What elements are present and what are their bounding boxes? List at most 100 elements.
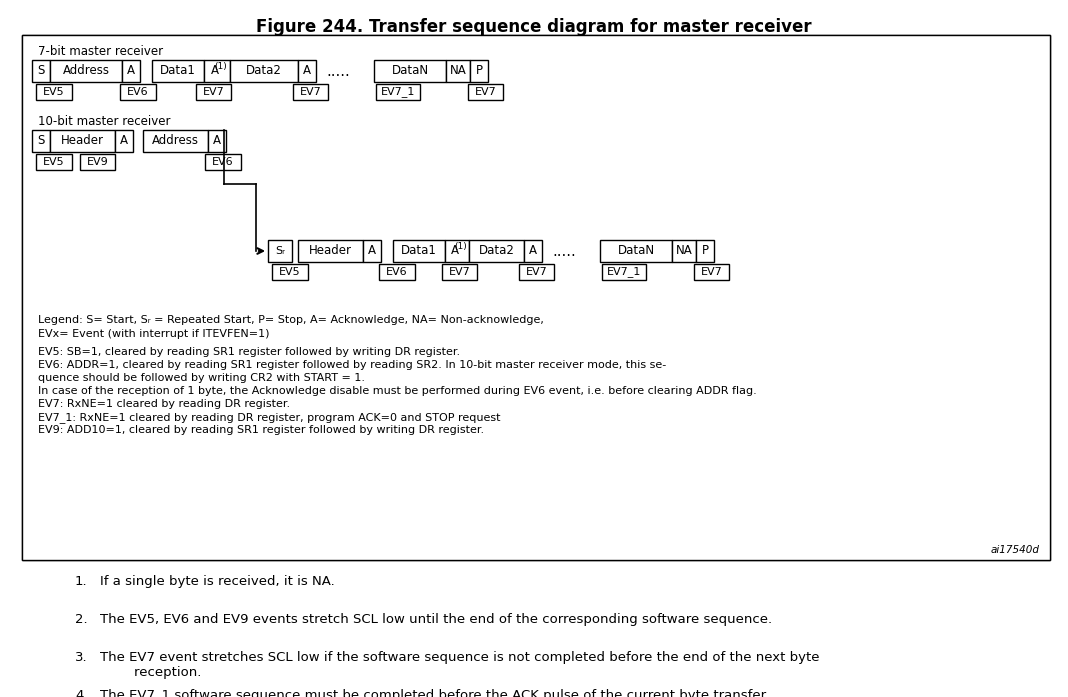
Text: EV6: EV6 (387, 267, 408, 277)
Bar (115, 130, 134, 152)
Bar (470, 60, 488, 82)
Text: (1): (1) (455, 243, 468, 252)
Text: EV7: EV7 (300, 87, 321, 97)
Text: A: A (303, 65, 311, 77)
Bar (442, 264, 477, 280)
Text: 2.: 2. (75, 613, 88, 626)
Text: A: A (120, 135, 128, 148)
Text: The EV7 event stretches SCL low if the software sequence is not completed before: The EV7 event stretches SCL low if the s… (100, 651, 819, 679)
Text: A: A (213, 135, 221, 148)
Text: quence should be followed by writing CR2 with START = 1.: quence should be followed by writing CR2… (38, 373, 365, 383)
Bar (293, 84, 328, 100)
Text: EV9: EV9 (87, 157, 108, 167)
Bar (272, 264, 308, 280)
Text: EV7: EV7 (474, 87, 497, 97)
Bar (120, 84, 156, 100)
Text: NA: NA (676, 245, 692, 257)
Text: Address: Address (152, 135, 199, 148)
Bar (50, 130, 115, 152)
Text: DataN: DataN (617, 245, 655, 257)
Text: Data2: Data2 (478, 245, 515, 257)
Text: EV7_1: RxNE=1 cleared by reading DR register, program ACK=0 and STOP request: EV7_1: RxNE=1 cleared by reading DR regi… (38, 412, 501, 423)
Bar (379, 264, 415, 280)
Text: Header: Header (309, 245, 352, 257)
Text: Sᵣ: Sᵣ (274, 246, 285, 256)
Text: Header: Header (61, 135, 104, 148)
Bar (50, 60, 122, 82)
Text: A: A (451, 245, 459, 257)
Text: EV6: EV6 (213, 157, 234, 167)
Text: EV7: EV7 (525, 267, 548, 277)
Bar (393, 240, 445, 262)
Text: 4.: 4. (75, 689, 88, 697)
Text: Address: Address (63, 65, 110, 77)
Text: 7-bit master receiver: 7-bit master receiver (38, 45, 163, 58)
Text: NA: NA (450, 65, 467, 77)
Text: EV7: EV7 (449, 267, 470, 277)
Text: If a single byte is received, it is NA.: If a single byte is received, it is NA. (100, 575, 334, 588)
Text: A: A (368, 245, 376, 257)
Text: A: A (211, 65, 219, 77)
Bar (205, 154, 241, 170)
Text: EV6: ADDR=1, cleared by reading SR1 register followed by reading SR2. In 10-bit : EV6: ADDR=1, cleared by reading SR1 regi… (38, 360, 666, 370)
Bar (22, 35, 1050, 560)
Text: The EV7_1 software sequence must be completed before the ACK pulse of the curren: The EV7_1 software sequence must be comp… (100, 689, 769, 697)
Text: (1): (1) (215, 63, 227, 72)
Text: Figure 244. Transfer sequence diagram for master receiver: Figure 244. Transfer sequence diagram fo… (256, 18, 812, 36)
Bar (445, 240, 469, 262)
Text: The EV5, EV6 and EV9 events stretch SCL low until the end of the corresponding s: The EV5, EV6 and EV9 events stretch SCL … (100, 613, 772, 626)
Text: Data2: Data2 (246, 65, 282, 77)
Bar (208, 130, 226, 152)
Text: EV5: EV5 (43, 157, 65, 167)
Text: EV9: ADD10=1, cleared by reading SR1 register followed by writing DR register.: EV9: ADD10=1, cleared by reading SR1 reg… (38, 425, 484, 435)
Bar (363, 240, 381, 262)
Text: 1.: 1. (75, 575, 88, 588)
Text: EV6: EV6 (127, 87, 148, 97)
Text: DataN: DataN (392, 65, 428, 77)
Text: S: S (37, 135, 45, 148)
Bar (694, 264, 729, 280)
Text: EV7: EV7 (203, 87, 224, 97)
Bar (204, 60, 230, 82)
Text: EV7: RxNE=1 cleared by reading DR register.: EV7: RxNE=1 cleared by reading DR regist… (38, 399, 290, 409)
Text: Data1: Data1 (160, 65, 195, 77)
Text: EV7_1: EV7_1 (381, 86, 415, 98)
Bar (22, 35, 1050, 560)
Text: A: A (529, 245, 537, 257)
Text: .....: ..... (552, 243, 576, 259)
Bar (374, 60, 446, 82)
Bar (32, 130, 50, 152)
Bar (36, 84, 72, 100)
Bar (376, 84, 420, 100)
Bar (298, 240, 363, 262)
Bar (268, 240, 292, 262)
Text: S: S (37, 65, 45, 77)
Text: In case of the reception of 1 byte, the Acknowledge disable must be performed du: In case of the reception of 1 byte, the … (38, 386, 757, 396)
Bar (519, 264, 554, 280)
Bar (468, 84, 503, 100)
Bar (696, 240, 714, 262)
Text: P: P (475, 65, 483, 77)
Bar (600, 240, 672, 262)
Text: EV5: EV5 (43, 87, 65, 97)
Text: 3.: 3. (75, 651, 88, 664)
Bar (672, 240, 696, 262)
Text: .....: ..... (326, 63, 349, 79)
Text: 10-bit master receiver: 10-bit master receiver (38, 115, 171, 128)
Bar (80, 154, 115, 170)
Bar (524, 240, 541, 262)
Bar (298, 60, 316, 82)
Text: A: A (127, 65, 135, 77)
Bar (152, 60, 204, 82)
Text: Data1: Data1 (402, 245, 437, 257)
Bar (469, 240, 524, 262)
Bar (143, 130, 208, 152)
Bar (32, 60, 50, 82)
Bar (446, 60, 470, 82)
Text: Legend: S= Start, Sᵣ = Repeated Start, P= Stop, A= Acknowledge, NA= Non-acknowle: Legend: S= Start, Sᵣ = Repeated Start, P… (38, 315, 544, 325)
Bar (122, 60, 140, 82)
Text: EV7_1: EV7_1 (607, 266, 641, 277)
Text: ai17540d: ai17540d (991, 545, 1040, 555)
Bar (602, 264, 646, 280)
Text: EV5: EV5 (279, 267, 301, 277)
